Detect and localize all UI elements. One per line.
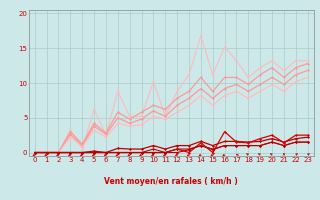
X-axis label: Vent moyen/en rafales ( km/h ): Vent moyen/en rafales ( km/h ) xyxy=(104,177,238,186)
